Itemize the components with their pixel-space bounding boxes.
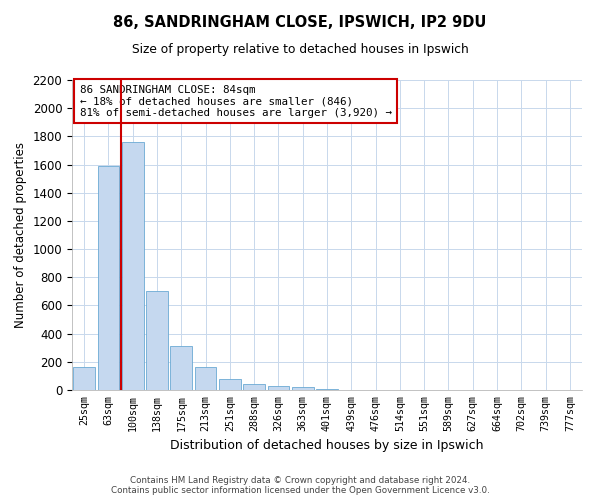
Bar [170, 346, 192, 390]
Bar [73, 368, 95, 390]
Text: 86, SANDRINGHAM CLOSE, IPSWICH, IP2 9DU: 86, SANDRINGHAM CLOSE, IPSWICH, IP2 9DU [113, 15, 487, 30]
Bar [292, 387, 314, 390]
Bar [219, 378, 241, 390]
Y-axis label: Number of detached properties: Number of detached properties [14, 142, 27, 328]
Bar [97, 166, 119, 390]
Bar [146, 292, 168, 390]
Text: Size of property relative to detached houses in Ipswich: Size of property relative to detached ho… [131, 42, 469, 56]
Text: 86 SANDRINGHAM CLOSE: 84sqm
← 18% of detached houses are smaller (846)
81% of se: 86 SANDRINGHAM CLOSE: 84sqm ← 18% of det… [80, 84, 392, 118]
Bar [268, 386, 289, 390]
Bar [243, 384, 265, 390]
Bar [122, 142, 143, 390]
Bar [316, 388, 338, 390]
Text: Contains HM Land Registry data © Crown copyright and database right 2024.
Contai: Contains HM Land Registry data © Crown c… [110, 476, 490, 495]
Bar [194, 368, 217, 390]
X-axis label: Distribution of detached houses by size in Ipswich: Distribution of detached houses by size … [170, 439, 484, 452]
